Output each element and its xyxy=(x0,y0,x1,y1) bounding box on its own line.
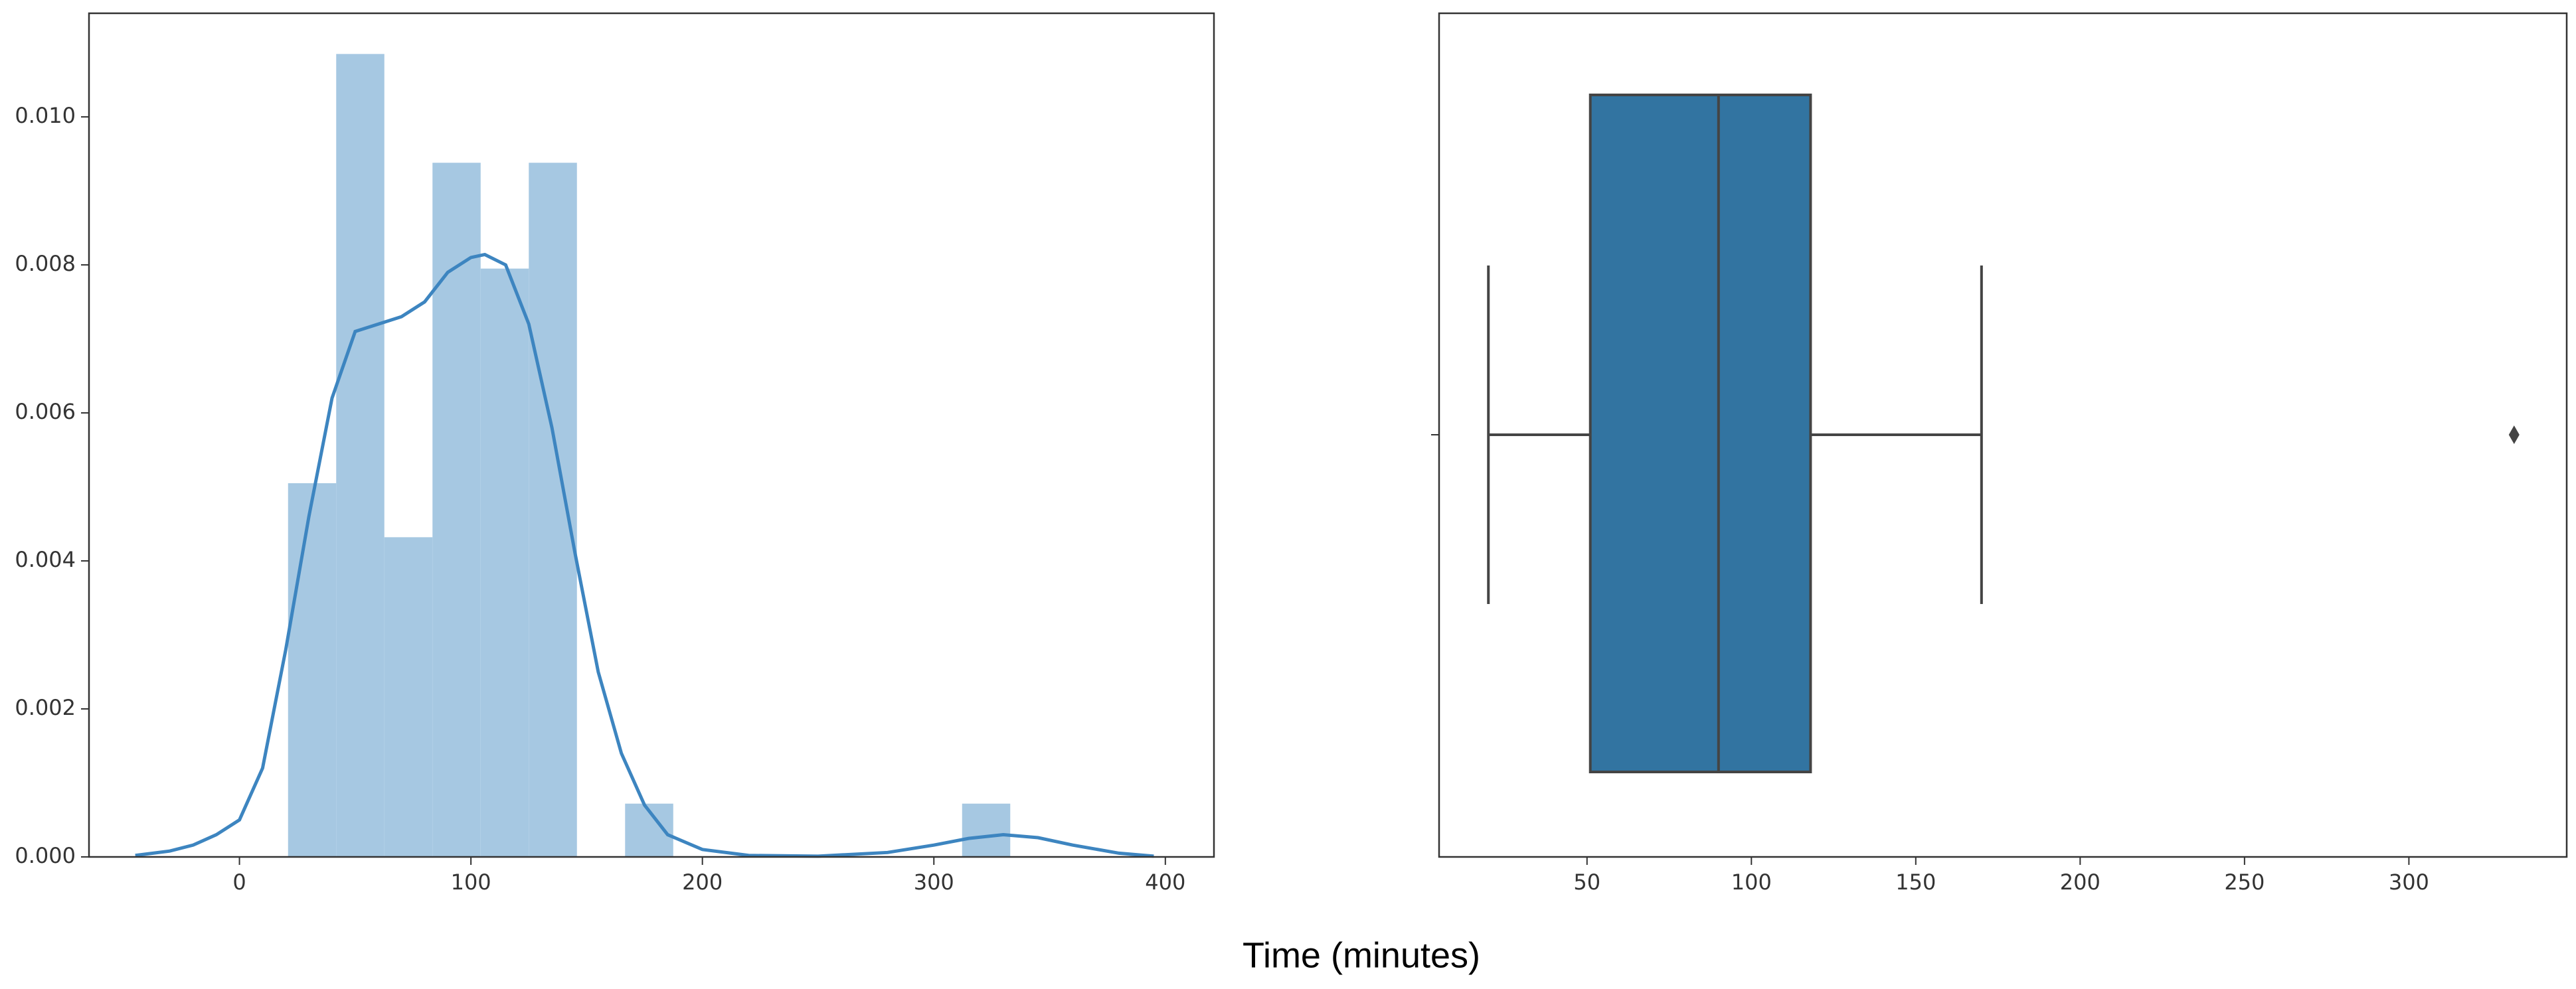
y-tick-label: 0.010 xyxy=(15,103,76,128)
y-tick-label: 0.008 xyxy=(15,251,76,276)
y-tick-label: 0.006 xyxy=(15,399,76,424)
axes-frame xyxy=(1438,12,2568,858)
x-tick-label: 100 xyxy=(1731,870,1772,895)
x-tick-label: 100 xyxy=(451,870,491,895)
x-tick-label: 50 xyxy=(1573,870,1600,895)
x-tick-label: 400 xyxy=(1145,870,1185,895)
histogram-bar xyxy=(480,268,529,857)
y-tick-label: 0.004 xyxy=(15,547,76,572)
x-tick-label: 200 xyxy=(2060,870,2101,895)
x-tick-label: 150 xyxy=(1895,870,1936,895)
outlier xyxy=(2508,425,2520,444)
y-tick-label: 0.000 xyxy=(15,843,76,868)
axes-frame xyxy=(88,12,1215,858)
histogram-bar xyxy=(529,163,577,857)
histogram-bar xyxy=(432,163,481,857)
box xyxy=(1589,94,1812,773)
histogram-bar xyxy=(962,803,1011,857)
histogram-bar xyxy=(288,483,337,857)
x-tick-label: 300 xyxy=(2389,870,2429,895)
x-tick-label: 200 xyxy=(682,870,723,895)
histogram-bar xyxy=(336,54,385,857)
x-tick-label: 250 xyxy=(2224,870,2265,895)
x-axis-label: Time (minutes) xyxy=(1243,935,1480,975)
histogram-bar xyxy=(384,537,433,857)
x-tick-label: 0 xyxy=(232,870,246,895)
y-tick-label: 0.002 xyxy=(15,695,76,720)
kde-line xyxy=(135,252,1154,858)
x-tick-label: 300 xyxy=(914,870,954,895)
